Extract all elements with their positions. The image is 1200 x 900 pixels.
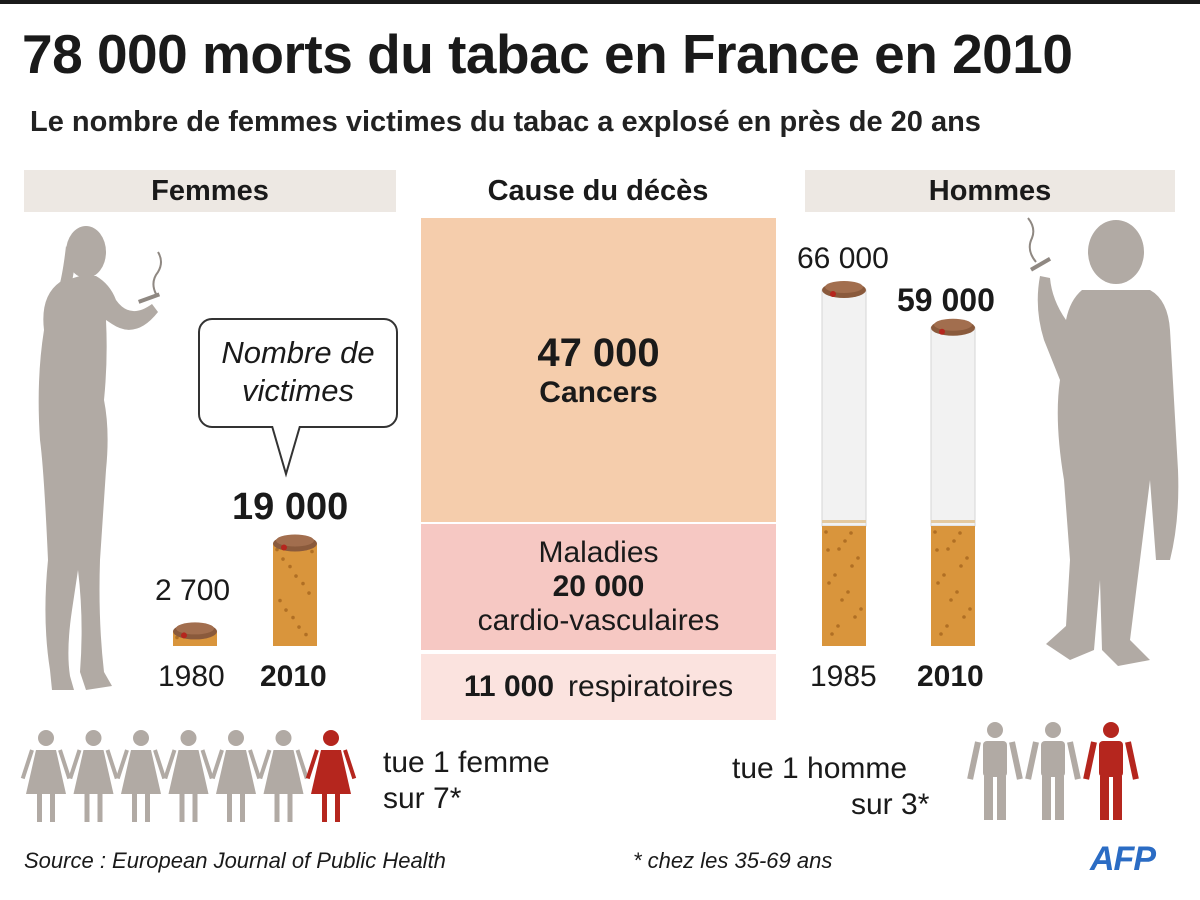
- cause-cardio-label-bottom: cardio-vasculaires: [477, 604, 720, 637]
- cause-cardio-value: 20 000: [552, 570, 645, 603]
- bubble-line1: Nombre de: [221, 335, 375, 370]
- woman-icon: [163, 730, 214, 822]
- woman-icon: [68, 730, 119, 822]
- man-silhouette-icon: [1030, 220, 1179, 666]
- woman-silhouette-icon: [38, 226, 161, 690]
- value-label-men-1985: 66 000: [797, 242, 889, 275]
- chart-subtitle: Le nombre de femmes victimes du tabac a …: [30, 106, 981, 138]
- value-label-women-1980: 2 700: [155, 574, 231, 607]
- cause-cancer-block: 47 000 Cancers: [421, 218, 776, 522]
- value-label-men-2010: 59 000: [897, 282, 995, 318]
- man-icon: [967, 722, 1023, 820]
- man-victim-icon: [1083, 722, 1139, 820]
- woman-icon: [115, 730, 167, 822]
- header-men: Hommes: [805, 170, 1175, 212]
- ratio-men-line1: tue 1 homme: [732, 752, 908, 785]
- cigarette-bar-women-1980: [173, 622, 217, 646]
- age-footnote: * chez les 35-69 ans: [633, 848, 833, 873]
- speech-bubble: Nombre de victimes: [198, 318, 398, 428]
- woman-icon: [258, 730, 309, 822]
- cause-cardio-label-top: Maladies: [538, 536, 659, 569]
- year-label-women-2010: 2010: [260, 660, 327, 693]
- cigarette-bar-women-2010: [273, 534, 317, 646]
- ratio-men-line2: sur 3*: [851, 788, 930, 821]
- woman-victim-icon: [305, 730, 357, 822]
- cause-cancer-value: 47 000: [537, 330, 660, 375]
- ratio-women-line2: sur 7*: [383, 782, 462, 815]
- smoke-icon: [1027, 217, 1037, 263]
- cause-resp-label: respiratoires: [568, 670, 734, 703]
- year-label-men-1985: 1985: [810, 660, 877, 693]
- cause-resp-block: 11 000 respiratoires: [421, 654, 776, 720]
- ratio-women-line1: tue 1 femme: [383, 746, 550, 779]
- chart-title: 78 000 morts du tabac en France en 2010: [22, 23, 1073, 85]
- bubble-line2: victimes: [242, 373, 354, 408]
- man-icon: [1025, 722, 1081, 820]
- source-note: Source : European Journal of Public Heal…: [24, 848, 446, 873]
- cause-cancer-label: Cancers: [539, 375, 658, 409]
- cause-cardio-block: Maladies 20 000 cardio-vasculaires: [421, 524, 776, 650]
- bubble-tail: [271, 426, 301, 478]
- top-rule: [0, 0, 1200, 4]
- woman-icon: [20, 730, 72, 822]
- value-label-women-2010: 19 000: [232, 486, 349, 528]
- year-label-men-2010: 2010: [917, 660, 984, 693]
- cause-resp-value: 11 000: [463, 670, 555, 703]
- year-label-women-1980: 1980: [158, 660, 225, 693]
- afp-logo: AFP: [1090, 840, 1156, 878]
- header-cause: Cause du décès: [487, 174, 709, 207]
- header-women: Femmes: [24, 170, 396, 212]
- smoke-icon: [152, 251, 162, 295]
- woman-icon: [210, 730, 262, 822]
- cigarette-bar-men-1985: [821, 281, 867, 646]
- cigarette-bar-men-2010: [930, 318, 976, 646]
